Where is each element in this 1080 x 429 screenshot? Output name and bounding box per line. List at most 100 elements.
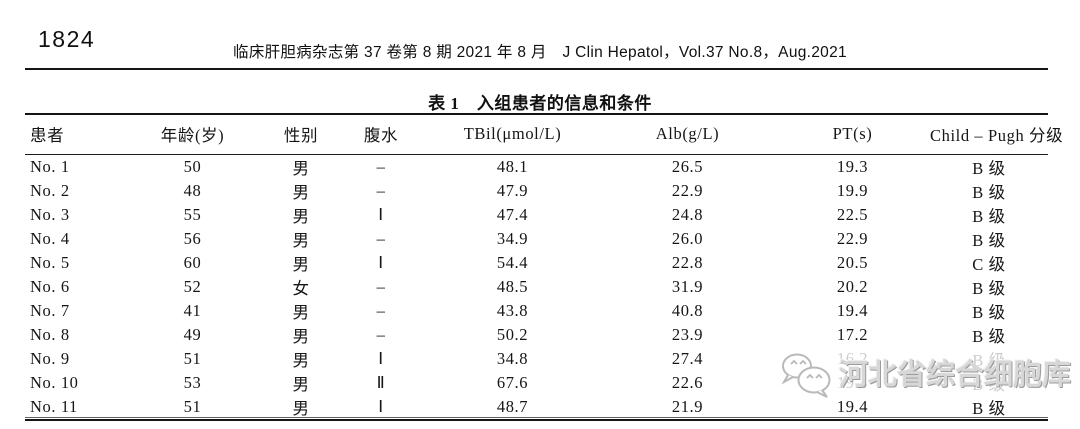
cell-age: 48 [183,180,202,200]
table-row: No. 1 50 男 – 48.1 26.5 19.3 B 级 [25,154,1048,179]
cell-pt: 19.9 [836,180,869,200]
cell-patient: No. 8 [30,324,70,344]
cell-sex: 男 [292,254,310,274]
cell-tbil: 34.8 [496,348,529,368]
cell-alb: 23.9 [671,324,704,344]
cell-pt: 19.4 [836,396,869,416]
cell-alb: 24.8 [671,204,704,224]
cell-sex: 男 [292,206,310,226]
cell-sex: 男 [292,326,310,346]
cell-patient: No. 10 [30,372,79,392]
cell-ascites: – [376,228,386,248]
cell-tbil: 50.2 [496,324,529,344]
table-row: No. 11 51 男 Ⅰ 48.7 21.9 19.4 B 级 [25,395,1048,420]
cell-pt: 22.9 [836,228,869,248]
column-header-sex: 性别 [283,126,319,146]
cell-pt: 22.5 [836,204,869,224]
cell-age: 51 [183,396,202,416]
cell-alb: 26.5 [671,156,704,176]
cell-patient: No. 3 [30,204,70,224]
column-header-child-pugh: Child – Pugh 分级 [930,126,1064,146]
cell-sex: 男 [292,302,310,322]
table-row: No. 6 52 女 – 48.5 31.9 20.2 B 级 [25,275,1048,299]
cell-child-pugh: B 级 [972,230,1006,250]
wechat-icon [778,350,834,400]
table-row: No. 3 55 男 Ⅰ 47.4 24.8 22.5 B 级 [25,203,1048,227]
cell-sex: 男 [292,158,310,178]
cell-patient: No. 7 [30,300,70,320]
cell-child-pugh: C 级 [972,254,1006,274]
cell-patient: No. 5 [30,252,70,272]
cell-pt: 19.3 [836,156,869,176]
cell-ascites: Ⅰ [378,204,384,224]
cell-patient: No. 9 [30,348,70,368]
cell-age: 51 [183,348,202,368]
cell-ascites: – [376,324,386,344]
cell-tbil: 43.8 [496,300,529,320]
cell-sex: 女 [292,278,310,298]
cell-child-pugh: B 级 [972,302,1006,322]
cell-alb: 21.9 [671,396,704,416]
cell-age: 53 [183,372,202,392]
column-header-pt: PT(s) [832,124,873,144]
cell-alb: 27.4 [671,348,704,368]
table-row: No. 7 41 男 – 43.8 40.8 19.4 B 级 [25,299,1048,323]
cell-patient: No. 1 [30,156,70,176]
table-header-row: 患者 年龄(岁) 性别 腹水 TBil(μmol/L) Alb(g/L) PT(… [25,114,1064,154]
cell-ascites: Ⅱ [376,372,386,392]
cell-sex: 男 [292,230,310,250]
cell-child-pugh: B 级 [972,278,1006,298]
cell-age: 60 [183,252,202,272]
cell-tbil: 48.7 [496,396,529,416]
cell-age: 50 [183,156,202,176]
column-header-ascites: 腹水 [363,126,399,146]
table-title: 表 1 入组患者的信息和条件 [428,94,652,113]
cell-alb: 31.9 [671,276,704,296]
cell-age: 52 [183,276,202,296]
table-header: 患者 年龄(岁) 性别 腹水 TBil(μmol/L) Alb(g/L) PT(… [25,114,1064,154]
cell-tbil: 48.5 [496,276,529,296]
cell-age: 56 [183,228,202,248]
cell-tbil: 67.6 [496,372,529,392]
cell-alb: 26.0 [671,228,704,248]
cell-alb: 40.8 [671,300,704,320]
cell-child-pugh: B 级 [972,398,1006,418]
table-row: No. 4 56 男 – 34.9 26.0 22.9 B 级 [25,227,1048,251]
column-header-age: 年龄(岁) [160,126,225,146]
column-header-patient: 患者 [30,126,65,146]
page-number: 1824 [38,26,96,52]
column-header-tbil: TBil(μmol/L) [463,124,562,144]
table-row: No. 5 60 男 Ⅰ 54.4 22.8 20.5 C 级 [25,251,1048,275]
cell-alb: 22.9 [671,180,704,200]
cell-ascites: Ⅰ [378,252,384,272]
cell-tbil: 47.9 [496,180,529,200]
cell-child-pugh: B 级 [972,182,1006,202]
cell-child-pugh: B 级 [972,158,1006,178]
cell-patient: No. 11 [30,396,78,416]
cell-pt: 19.4 [836,300,869,320]
cell-ascites: – [376,300,386,320]
cell-sex: 男 [292,182,310,202]
cell-pt: 20.5 [836,252,869,272]
column-header-alb: Alb(g/L) [655,124,720,144]
cell-tbil: 54.4 [496,252,529,272]
cell-patient: No. 4 [30,228,70,248]
footer-thin-rule [25,417,1048,419]
journal-header-line: 临床肝胆病杂志第 37 卷第 8 期 2021 年 8 月 J Clin Hep… [233,44,847,61]
table-row: No. 2 48 男 – 47.9 22.9 19.9 B 级 [25,179,1048,203]
cell-age: 55 [183,204,202,224]
cell-ascites: – [376,180,386,200]
cell-child-pugh: B 级 [972,326,1006,346]
cell-alb: 22.8 [671,252,704,272]
cell-ascites: – [376,156,386,176]
cell-child-pugh: B 级 [972,206,1006,226]
watermark-text: 河北省综合细胞库 [839,358,1072,391]
cell-ascites: Ⅰ [378,348,384,368]
header-divider [25,68,1048,70]
table-row: No. 8 49 男 – 50.2 23.9 17.2 B 级 [25,323,1048,347]
cell-age: 41 [183,300,202,320]
cell-ascites: – [376,276,386,296]
cell-age: 49 [183,324,202,344]
cell-sex: 男 [292,350,310,370]
